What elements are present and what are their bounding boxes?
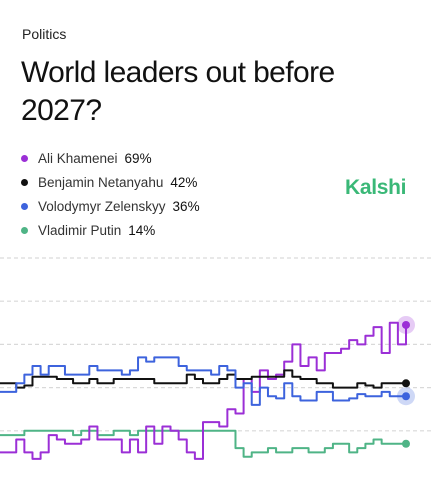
series-endpoint-marker <box>402 392 410 401</box>
legend-item-netanyahu[interactable]: Benjamin Netanyahu 42% <box>21 170 200 194</box>
legend-dot <box>21 178 28 186</box>
series-endpoint-marker <box>402 379 410 388</box>
series-endpoint-marker <box>402 320 410 329</box>
series-line-benjamin-netanyahu <box>0 369 406 389</box>
legend-series-name: Volodymyr Zelenskyy <box>38 198 166 214</box>
legend-series-name: Vladimir Putin <box>38 222 122 238</box>
kalshi-logo: Kalshi <box>345 176 407 199</box>
legend-item-putin[interactable]: Vladimir Putin 14% <box>21 218 200 242</box>
legend-dot <box>21 202 28 210</box>
legend-series-value: 69% <box>124 150 152 166</box>
chart-legend: Ali Khamenei 69% Benjamin Netanyahu 42% … <box>21 146 200 242</box>
legend-dot <box>21 226 28 234</box>
legend-item-khamenei[interactable]: Ali Khamenei 69% <box>21 146 200 170</box>
legend-series-value: 14% <box>128 222 156 238</box>
series-line-ali-khamenei <box>0 321 407 460</box>
legend-series-value: 36% <box>172 198 200 214</box>
legend-item-zelenskyy[interactable]: Volodymyr Zelenskyy 36% <box>21 194 200 218</box>
legend-dot <box>21 154 28 162</box>
category-label: Politics <box>22 26 67 42</box>
series-endpoint-marker <box>402 439 410 448</box>
series-line-volodymyr-zelenskyy <box>0 356 406 406</box>
legend-series-value: 42% <box>170 174 198 190</box>
market-title: World leaders out before 2027? <box>21 56 335 127</box>
legend-series-name: Benjamin Netanyahu <box>38 174 164 190</box>
legend-series-name: Ali Khamenei <box>38 150 118 166</box>
series-line-vladimir-putin <box>0 429 406 458</box>
